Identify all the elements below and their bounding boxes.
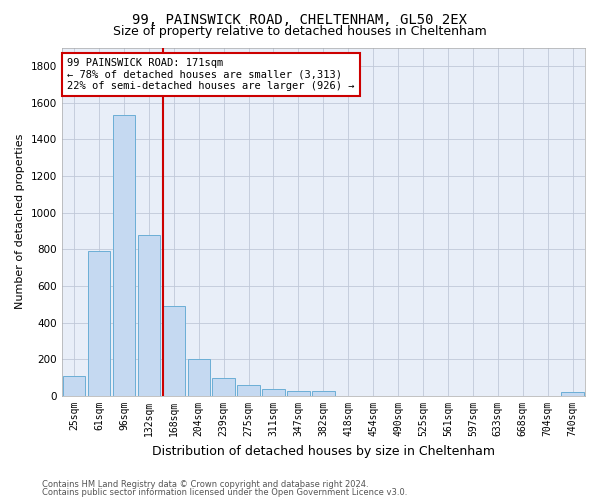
Bar [287, 390, 310, 396]
Text: Contains public sector information licensed under the Open Government Licence v3: Contains public sector information licen… [42, 488, 407, 497]
Y-axis label: Number of detached properties: Number of detached properties [15, 134, 25, 310]
Bar [212, 378, 235, 396]
Bar [188, 360, 210, 396]
Bar [262, 388, 285, 396]
Bar [113, 116, 135, 396]
X-axis label: Distribution of detached houses by size in Cheltenham: Distribution of detached houses by size … [152, 444, 495, 458]
Bar [312, 392, 335, 396]
Bar [88, 251, 110, 396]
Bar [163, 306, 185, 396]
Text: 99 PAINSWICK ROAD: 171sqm
← 78% of detached houses are smaller (3,313)
22% of se: 99 PAINSWICK ROAD: 171sqm ← 78% of detac… [67, 58, 355, 91]
Text: Contains HM Land Registry data © Crown copyright and database right 2024.: Contains HM Land Registry data © Crown c… [42, 480, 368, 489]
Text: Size of property relative to detached houses in Cheltenham: Size of property relative to detached ho… [113, 25, 487, 38]
Bar [137, 234, 160, 396]
Text: 99, PAINSWICK ROAD, CHELTENHAM, GL50 2EX: 99, PAINSWICK ROAD, CHELTENHAM, GL50 2EX [133, 12, 467, 26]
Bar [63, 376, 85, 396]
Bar [238, 385, 260, 396]
Bar [562, 392, 584, 396]
